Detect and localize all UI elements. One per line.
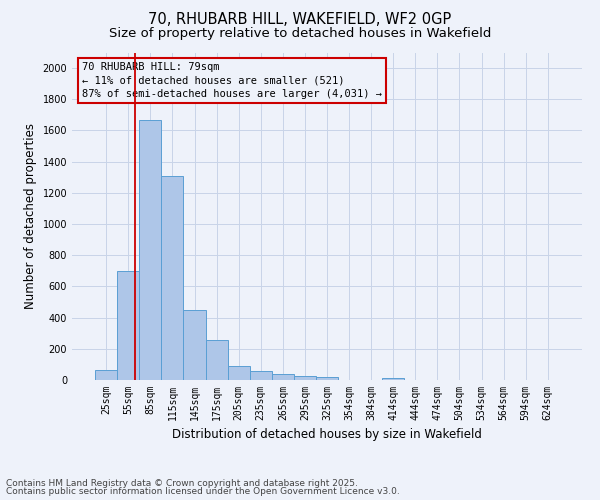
X-axis label: Distribution of detached houses by size in Wakefield: Distribution of detached houses by size … <box>172 428 482 442</box>
Text: Contains HM Land Registry data © Crown copyright and database right 2025.: Contains HM Land Registry data © Crown c… <box>6 478 358 488</box>
Bar <box>139 120 161 380</box>
Text: Size of property relative to detached houses in Wakefield: Size of property relative to detached ho… <box>109 28 491 40</box>
Bar <box>161 176 184 380</box>
Bar <box>250 372 272 380</box>
Y-axis label: Number of detached properties: Number of detached properties <box>24 123 37 309</box>
Text: 70 RHUBARB HILL: 79sqm
← 11% of detached houses are smaller (521)
87% of semi-de: 70 RHUBARB HILL: 79sqm ← 11% of detached… <box>82 62 382 98</box>
Bar <box>227 366 250 380</box>
Bar <box>184 310 206 380</box>
Bar <box>95 370 117 380</box>
Bar <box>382 378 404 380</box>
Bar <box>117 271 139 380</box>
Text: 70, RHUBARB HILL, WAKEFIELD, WF2 0GP: 70, RHUBARB HILL, WAKEFIELD, WF2 0GP <box>148 12 452 28</box>
Bar <box>272 374 294 380</box>
Text: Contains public sector information licensed under the Open Government Licence v3: Contains public sector information licen… <box>6 487 400 496</box>
Bar <box>294 376 316 380</box>
Bar <box>206 340 227 380</box>
Bar <box>316 377 338 380</box>
